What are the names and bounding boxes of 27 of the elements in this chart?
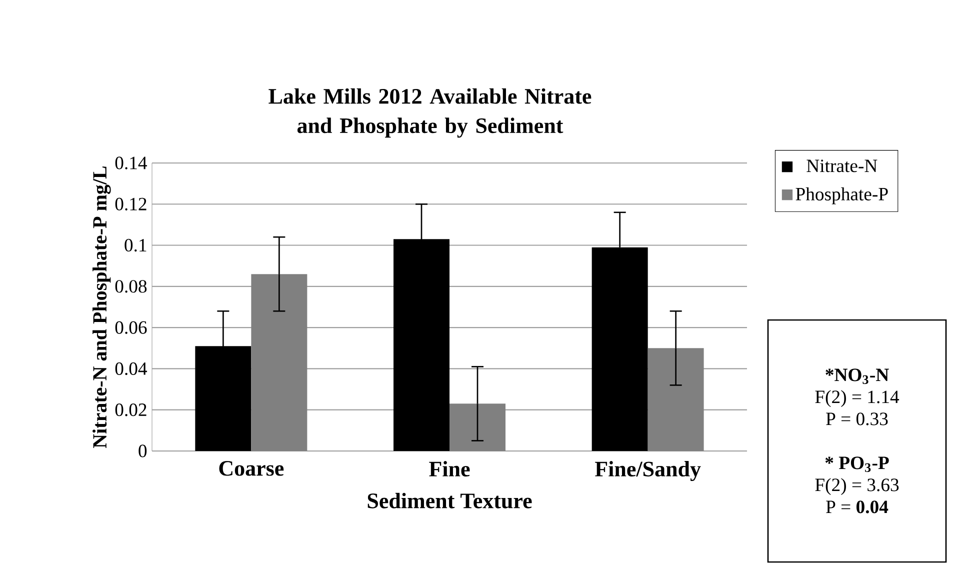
x-tick-label: Coarse [219, 461, 284, 476]
y-tick-label: 0.14 [115, 156, 148, 170]
y-tick-label: 0.1 [124, 238, 146, 252]
y-tick-label: 0.06 [115, 321, 147, 334]
bar [251, 274, 308, 451]
text: F(2) = 1.14 [815, 390, 900, 408]
y-axis-title: Nitrate-N and Phosphate-P mg/L [92, 166, 111, 448]
legend-label: Nitrate-N [806, 160, 878, 172]
x-tick-label: Fine [429, 461, 470, 477]
y-tick-label: 0.04 [115, 362, 148, 376]
x-axis-title: Sediment Texture [368, 492, 532, 508]
y-tick-label: 0.02 [115, 404, 146, 416]
text: *NO$_{3}$-N [826, 368, 889, 384]
text: P = 0.33 [826, 412, 888, 426]
legend-label: Phosphate-P [796, 187, 888, 204]
y-tick-label: 0 [138, 444, 147, 458]
y-tick-label: 0.08 [115, 280, 147, 293]
y-tick-label: 0.12 [115, 198, 146, 210]
x-tick-label: Fine/Sandy [595, 461, 701, 482]
chart-title: Lake Mills 2012 Available Nitrate and Phosphate by Sediment [268, 88, 592, 138]
bar [195, 346, 252, 451]
bar [648, 348, 704, 451]
text: F(2) = 3.63 [815, 478, 899, 496]
bar [592, 247, 648, 451]
text: P = 0.04 [826, 500, 888, 514]
bar [394, 239, 450, 451]
text: * PO$_{3}$-P [825, 456, 889, 472]
